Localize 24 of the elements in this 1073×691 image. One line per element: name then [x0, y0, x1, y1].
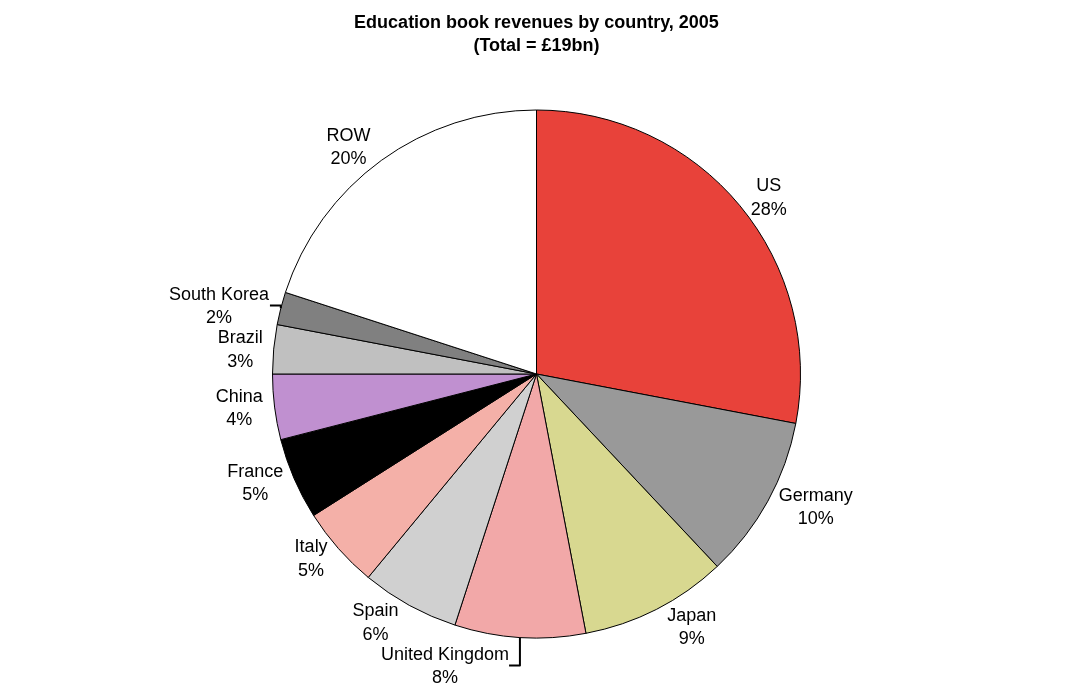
slice-label: Spain — [352, 600, 399, 621]
data-label: 10% — [797, 507, 834, 528]
data-label: 5% — [242, 483, 269, 504]
slice-label: ROW — [326, 124, 371, 145]
slice-label: United Kingdom — [381, 643, 510, 664]
slice-label: China — [215, 385, 264, 406]
slice-label: South Korea — [168, 283, 270, 304]
data-label: 4% — [226, 409, 253, 430]
data-label: 20% — [330, 147, 367, 168]
data-label: 5% — [298, 559, 325, 580]
data-label: 3% — [227, 350, 254, 371]
slice-label: Germany — [778, 484, 853, 505]
data-label: 8% — [432, 667, 459, 688]
data-label: 2% — [205, 307, 232, 328]
chart-subtitle: (Total = £19bn) — [473, 35, 600, 56]
slice-label: Italy — [294, 536, 328, 557]
data-label: 9% — [678, 628, 705, 649]
data-label: 28% — [750, 198, 787, 219]
data-label: 6% — [362, 623, 389, 644]
slice-label: Japan — [667, 604, 717, 625]
slice-label: Brazil — [217, 327, 263, 348]
slice-label: France — [227, 460, 284, 481]
chart-title: Education book revenues by country, 2005 — [354, 11, 719, 32]
slice-label: US — [756, 175, 782, 196]
